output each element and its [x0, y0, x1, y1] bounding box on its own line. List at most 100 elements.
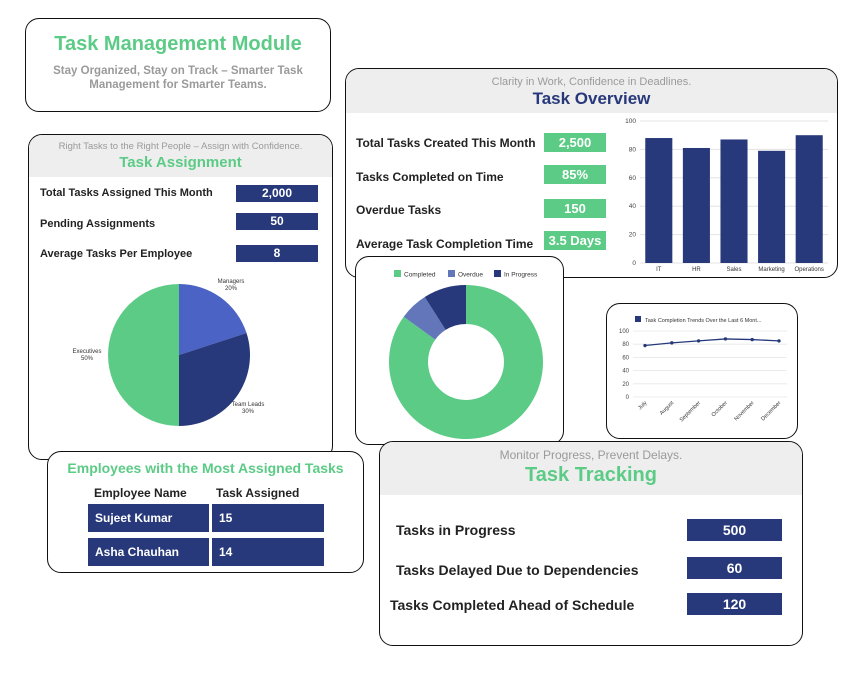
bar-x-tick-label: HR — [692, 267, 701, 273]
trend-point — [777, 339, 781, 343]
line-x-tick-label: December — [760, 400, 782, 422]
assignment-stat-value: 50 — [236, 213, 318, 230]
table-header-tasks: Task Assigned — [216, 486, 300, 500]
pie-slice — [179, 333, 250, 426]
line-y-tick-label: 60 — [622, 355, 629, 361]
tracking-header: Monitor Progress, Prevent Delays. Task T… — [380, 442, 802, 495]
pie-slice-percent: 30% — [242, 409, 255, 415]
employee-tasks-cell: 15 — [212, 504, 324, 532]
table-row: Asha Chauhan 14 — [88, 538, 324, 566]
bar-y-tick-label: 0 — [632, 260, 636, 267]
donut-legend-label: Completed — [404, 272, 436, 279]
line-y-tick-label: 80 — [622, 342, 629, 348]
tracking-stat-label: Tasks Delayed Due to Dependencies — [396, 562, 639, 578]
line-x-tick-label: August — [659, 400, 676, 417]
bar — [795, 135, 823, 263]
line-y-tick-label: 100 — [619, 329, 630, 335]
line-x-tick-label: November — [733, 400, 755, 422]
table-header-name: Employee Name — [94, 486, 187, 500]
assignment-stat-value: 8 — [236, 245, 318, 262]
donut-slice — [424, 285, 466, 330]
overview-subtitle: Clarity in Work, Confidence in Deadlines… — [491, 76, 692, 88]
trend-point — [750, 337, 754, 342]
line-x-tick-label: July — [637, 400, 648, 411]
overview-stat-label: Total Tasks Created This Month — [356, 136, 536, 150]
donut-legend-swatch — [494, 270, 501, 277]
overview-stat-label: Overdue Tasks — [356, 203, 442, 217]
pie-slice — [179, 284, 247, 355]
trend-point — [696, 339, 701, 343]
trend-point — [723, 337, 728, 341]
bar — [720, 139, 748, 263]
bar-x-tick-label: IT — [656, 267, 662, 273]
status-donut-card: Completed Overdue In Progress — [355, 256, 564, 445]
trend-point — [643, 343, 647, 348]
module-title: Task Management Module — [54, 33, 302, 55]
trend-line — [644, 338, 780, 347]
donut-legend-swatch — [394, 270, 401, 277]
line-x-tick-label: September — [679, 400, 702, 423]
pie-slice — [108, 284, 179, 426]
status-donut-chart: Completed Overdue In Progress — [389, 270, 543, 439]
bar — [645, 138, 673, 263]
completion-trend-line-chart: Task Completion Trends Over the Last 6 M… — [619, 316, 787, 423]
department-bar-chart: 0 20 40 60 80 100 IT HR Sales Marketing Operations — [625, 118, 828, 273]
donut-slice — [403, 296, 446, 340]
pie-slice-percent: 20% — [225, 286, 238, 292]
pie-slice-percent: 50% — [81, 356, 94, 362]
tracking-stat-value: 500 — [687, 519, 782, 541]
overview-stat-value: 85% — [544, 165, 606, 184]
employee-tasks-cell: 14 — [212, 538, 324, 566]
assignment-stat-label: Average Tasks Per Employee — [40, 248, 193, 260]
donut-slice — [389, 285, 543, 439]
module-tagline: Stay Organized, Stay on Track – Smarter … — [53, 65, 303, 91]
assignment-stat-value: 2,000 — [236, 185, 318, 202]
assignment-stat-label: Total Tasks Assigned This Month — [40, 187, 213, 199]
line-x-tick-label: October — [711, 400, 729, 418]
bar-y-tick-label: 60 — [629, 175, 637, 182]
donut-legend-label: In Progress — [504, 272, 538, 279]
top-employees-card: Employees with the Most Assigned Tasks E… — [47, 451, 364, 573]
tracking-subtitle: Monitor Progress, Prevent Delays. — [499, 448, 683, 462]
overview-stat-value: 2,500 — [544, 133, 606, 152]
table-row: Sujeet Kumar 15 — [88, 504, 324, 532]
assignment-title: Task Assignment — [119, 154, 242, 171]
line-legend-label: Task Completion Trends Over the Last 6 M… — [645, 318, 762, 324]
task-tracking-card: Monitor Progress, Prevent Delays. Task T… — [379, 441, 803, 646]
task-overview-card: Clarity in Work, Confidence in Deadlines… — [345, 68, 838, 278]
overview-header: Clarity in Work, Confidence in Deadlines… — [346, 69, 837, 113]
line-y-tick-label: 20 — [622, 382, 629, 388]
tracking-stat-label: Tasks Completed Ahead of Schedule — [390, 597, 635, 613]
assignment-header: Right Tasks to the Right People – Assign… — [29, 135, 332, 177]
employees-title: Employees with the Most Assigned Tasks — [67, 460, 344, 476]
overview-stat-label: Tasks Completed on Time — [356, 170, 504, 184]
employee-name-cell: Asha Chauhan — [88, 538, 209, 566]
overview-title: Task Overview — [532, 89, 651, 108]
pie-slice-label: Executives — [72, 349, 101, 355]
bar-y-tick-label: 100 — [625, 118, 636, 125]
assignment-stat-label: Pending Assignments — [40, 218, 156, 230]
tracking-title: Task Tracking — [525, 464, 657, 486]
bar-y-tick-label: 20 — [629, 232, 637, 239]
bar — [682, 147, 710, 263]
line-y-tick-label: 0 — [626, 395, 630, 401]
pie-slice-label: Team Leads — [232, 402, 265, 408]
tracking-stat-value: 120 — [687, 593, 782, 615]
line-y-tick-label: 40 — [622, 369, 629, 375]
trend-line-card: Task Completion Trends Over the Last 6 M… — [606, 303, 798, 439]
overview-stat-label: Average Task Completion Time — [356, 237, 534, 251]
bar — [758, 150, 786, 263]
donut-legend-swatch — [448, 270, 455, 277]
tracking-stat-label: Tasks in Progress — [396, 522, 516, 538]
donut-legend-label: Overdue — [458, 272, 483, 279]
trend-point — [670, 341, 674, 345]
employee-name-cell: Sujeet Kumar — [88, 504, 209, 532]
module-title-card: Task Management Module Stay Organized, S… — [25, 18, 331, 112]
bar-x-tick-label: Operations — [795, 267, 824, 273]
assignment-subtitle: Right Tasks to the Right People – Assign… — [58, 141, 303, 152]
pie-slice-label: Managers — [218, 279, 245, 285]
bar-x-tick-label: Marketing — [758, 267, 784, 273]
tracking-stat-value: 60 — [687, 557, 782, 579]
task-assignment-card: Right Tasks to the Right People – Assign… — [28, 134, 333, 460]
